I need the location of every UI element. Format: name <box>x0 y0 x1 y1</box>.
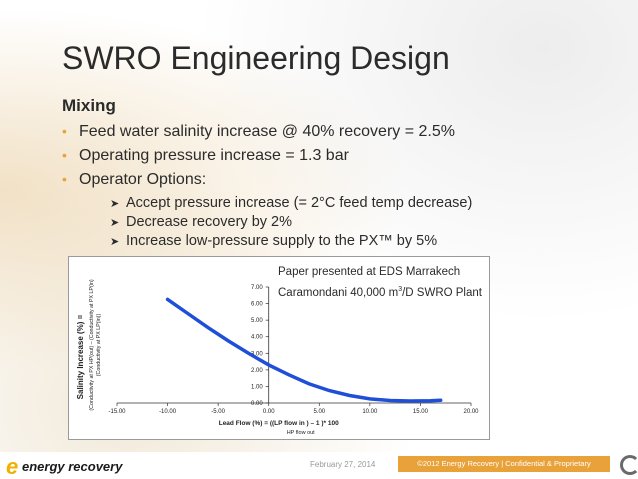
y-tick-label: 4.00 <box>251 335 263 341</box>
sub-bullet-accept: ➤ Accept pressure increase (= 2°C feed te… <box>110 195 473 211</box>
bullet-options: • Operator Options: <box>62 171 207 188</box>
y-tick-label: 5.00 <box>251 318 263 324</box>
slide-title: SWRO Engineering Design <box>62 40 450 76</box>
sub-bullet-recovery: ➤ Decrease recovery by 2% <box>110 214 293 230</box>
x-axis-label: Lead Flow (%) = ((LP flow in ) – 1 )* 10… <box>219 420 339 427</box>
bullet-pressure: • Operating pressure increase = 1.3 bar <box>62 147 349 164</box>
bullet-list: Mixing • Feed water salinity increase @ 4… <box>62 96 472 252</box>
x-tick-label: 10.00 <box>362 409 378 415</box>
x-tick-label: 20.00 <box>463 409 479 415</box>
bullet-dot-icon: • <box>62 123 67 139</box>
y-tick-label: 2.00 <box>251 368 263 374</box>
series-line <box>165 297 443 403</box>
paper-note: Paper presented at EDS Marrakech Caramon… <box>278 264 482 302</box>
bullet-dot-icon: • <box>62 171 67 187</box>
arrow-bullet-icon: ➤ <box>110 236 120 248</box>
y-tick-label: 3.00 <box>251 351 263 357</box>
logo-text: energy recovery <box>22 459 123 474</box>
y-axis-label: Salinity Increase (%) = <box>76 314 85 399</box>
footer-date: February 27, 2014 <box>310 460 376 469</box>
x-tick-label: 5.00 <box>313 409 325 415</box>
y-tick-label: 1.00 <box>251 384 263 390</box>
y-axis-label-line3: (Conductivity at PX LP(in)) <box>96 314 102 377</box>
bullet-salinity: • Feed water salinity increase @ 40% reco… <box>62 123 455 140</box>
arrow-bullet-icon: ➤ <box>110 198 120 210</box>
footer-circle-icon <box>620 455 638 475</box>
x-tick-label: -5.00 <box>211 409 225 415</box>
x-tick-label: -10.00 <box>159 409 177 415</box>
salinity-chart: -15.00 -10.00 -5.00 0.00 5.00 10.00 15.00 20.00… <box>68 256 490 440</box>
energy-recovery-logo-icon: e <box>6 454 19 479</box>
subheading-mixing: Mixing <box>62 96 116 115</box>
y-tick-label: 0.00 <box>251 401 263 407</box>
y-tick-label: 7.00 <box>251 285 263 291</box>
x-axis-label-sub: HP flow out <box>287 430 315 436</box>
bullet-dot-icon: • <box>62 147 67 163</box>
x-tick-label: 15.00 <box>413 409 429 415</box>
x-tick-label: -15.00 <box>108 409 126 415</box>
arrow-bullet-icon: ➤ <box>110 217 120 229</box>
note-line-2: Caramondani 40,000 m3/D SWRO Plant <box>278 286 482 299</box>
sub-bullet-supply: ➤ Increase low-pressure supply to the PX™… <box>110 233 438 249</box>
y-axis-label-line2: (Conductivity at PX HP(out) – (Conductiv… <box>89 279 95 411</box>
x-tick-label: 0.00 <box>263 409 275 415</box>
chart-svg: -15.00 -10.00 -5.00 0.00 5.00 10.00 15.00 20.00… <box>76 279 479 436</box>
y-tick-label: 6.00 <box>251 302 263 308</box>
note-line-1: Paper presented at EDS Marrakech <box>278 266 461 278</box>
footer-copyright: ©2012 Energy Recovery | Confidential & P… <box>398 456 610 472</box>
